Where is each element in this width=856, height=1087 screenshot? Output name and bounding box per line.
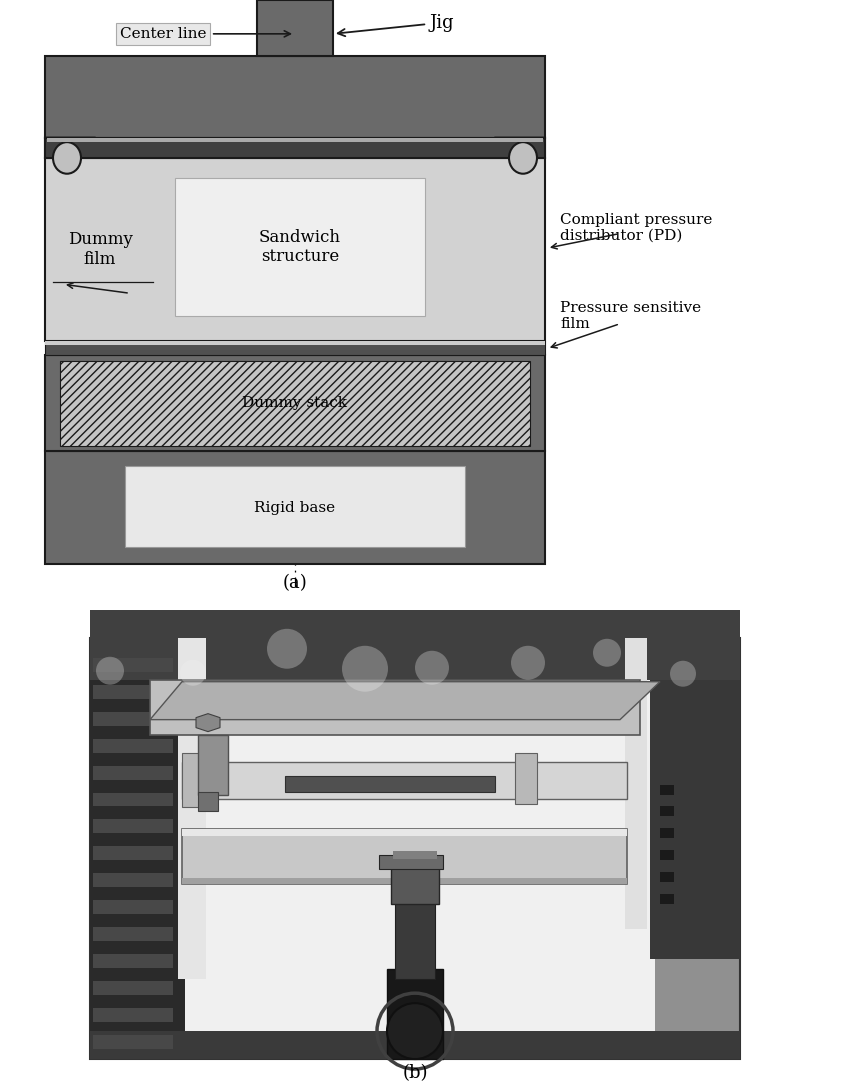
Polygon shape xyxy=(475,138,545,158)
Circle shape xyxy=(101,636,127,662)
FancyBboxPatch shape xyxy=(45,158,545,340)
FancyBboxPatch shape xyxy=(625,638,647,929)
FancyBboxPatch shape xyxy=(395,899,435,979)
FancyBboxPatch shape xyxy=(90,610,740,679)
FancyBboxPatch shape xyxy=(90,638,740,1059)
FancyBboxPatch shape xyxy=(93,685,173,699)
FancyBboxPatch shape xyxy=(45,340,545,346)
Circle shape xyxy=(53,142,81,174)
Circle shape xyxy=(507,636,545,674)
Polygon shape xyxy=(45,138,115,158)
FancyBboxPatch shape xyxy=(660,850,674,861)
FancyBboxPatch shape xyxy=(45,138,545,158)
FancyBboxPatch shape xyxy=(90,1032,740,1059)
FancyBboxPatch shape xyxy=(185,638,655,1059)
FancyBboxPatch shape xyxy=(660,785,674,795)
FancyBboxPatch shape xyxy=(515,752,537,804)
FancyBboxPatch shape xyxy=(150,679,640,735)
Text: Dummy stack: Dummy stack xyxy=(242,397,348,410)
FancyBboxPatch shape xyxy=(93,792,173,807)
Text: (b): (b) xyxy=(402,1064,428,1082)
FancyBboxPatch shape xyxy=(182,878,627,885)
FancyBboxPatch shape xyxy=(379,855,443,870)
FancyBboxPatch shape xyxy=(660,895,674,904)
FancyBboxPatch shape xyxy=(45,355,545,451)
FancyBboxPatch shape xyxy=(47,138,543,142)
FancyBboxPatch shape xyxy=(93,927,173,941)
FancyBboxPatch shape xyxy=(660,807,674,816)
Text: (a): (a) xyxy=(282,574,307,592)
FancyBboxPatch shape xyxy=(90,638,185,1059)
Text: Compliant pressure
distributor (PD): Compliant pressure distributor (PD) xyxy=(560,213,712,243)
FancyBboxPatch shape xyxy=(660,828,674,838)
Circle shape xyxy=(351,645,373,666)
Text: Pressure sensitive
film: Pressure sensitive film xyxy=(560,301,701,330)
Circle shape xyxy=(509,142,537,174)
FancyBboxPatch shape xyxy=(182,752,204,808)
FancyBboxPatch shape xyxy=(93,820,173,834)
Circle shape xyxy=(658,650,684,676)
FancyBboxPatch shape xyxy=(93,1008,173,1022)
FancyBboxPatch shape xyxy=(93,954,173,969)
FancyBboxPatch shape xyxy=(393,851,437,860)
FancyBboxPatch shape xyxy=(198,791,218,812)
Text: Center line: Center line xyxy=(120,27,290,41)
FancyBboxPatch shape xyxy=(198,735,228,795)
FancyBboxPatch shape xyxy=(257,0,333,57)
FancyBboxPatch shape xyxy=(45,451,545,564)
FancyBboxPatch shape xyxy=(391,864,439,904)
Circle shape xyxy=(597,652,621,676)
FancyBboxPatch shape xyxy=(93,765,173,779)
FancyBboxPatch shape xyxy=(93,900,173,914)
FancyBboxPatch shape xyxy=(660,873,674,883)
FancyBboxPatch shape xyxy=(182,829,627,836)
Circle shape xyxy=(387,1003,443,1059)
FancyBboxPatch shape xyxy=(93,658,173,672)
FancyBboxPatch shape xyxy=(175,178,425,316)
Polygon shape xyxy=(150,682,660,720)
FancyBboxPatch shape xyxy=(45,57,545,138)
FancyBboxPatch shape xyxy=(93,712,173,726)
FancyBboxPatch shape xyxy=(60,361,530,446)
Polygon shape xyxy=(196,714,220,732)
FancyBboxPatch shape xyxy=(182,829,627,885)
FancyBboxPatch shape xyxy=(45,340,545,355)
FancyBboxPatch shape xyxy=(650,638,740,959)
FancyBboxPatch shape xyxy=(93,873,173,887)
Text: Dummy
film: Dummy film xyxy=(68,232,133,267)
Text: Jig: Jig xyxy=(338,13,455,36)
Circle shape xyxy=(192,651,212,671)
Circle shape xyxy=(259,651,307,699)
FancyBboxPatch shape xyxy=(178,638,206,979)
Text: Sandwich
structure: Sandwich structure xyxy=(259,228,341,265)
FancyBboxPatch shape xyxy=(93,1035,173,1049)
Text: Rigid base: Rigid base xyxy=(254,501,336,514)
Circle shape xyxy=(415,624,459,667)
FancyBboxPatch shape xyxy=(125,466,465,547)
FancyBboxPatch shape xyxy=(285,775,495,791)
FancyBboxPatch shape xyxy=(182,762,627,800)
FancyBboxPatch shape xyxy=(387,970,443,1059)
FancyBboxPatch shape xyxy=(93,982,173,996)
FancyBboxPatch shape xyxy=(93,738,173,752)
FancyBboxPatch shape xyxy=(93,847,173,861)
